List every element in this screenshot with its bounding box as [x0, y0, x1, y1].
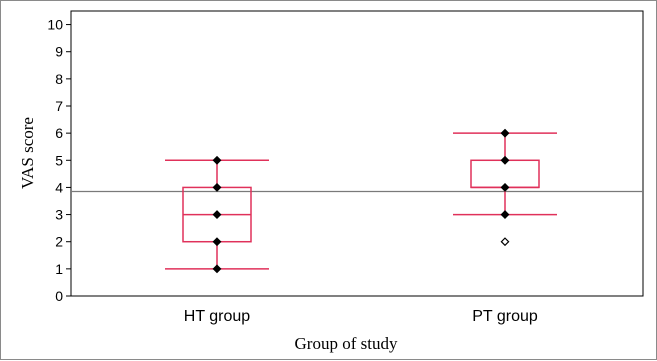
data-point-marker: [212, 155, 222, 165]
box-group: [453, 128, 557, 247]
y-tick-label: 4: [55, 179, 63, 195]
y-tick-label: 2: [55, 234, 63, 250]
data-point-marker: [500, 182, 510, 192]
data-point-marker: [500, 210, 510, 220]
y-tick-label: 7: [55, 98, 63, 114]
x-category-label: HT group: [184, 308, 251, 325]
data-point-marker: [500, 155, 510, 165]
box-group: [165, 155, 269, 274]
y-tick-label: 5: [55, 152, 63, 168]
data-point-marker: [500, 128, 510, 138]
y-tick-label: 8: [55, 71, 63, 87]
plot-area: [70, 10, 644, 297]
data-point-marker: [212, 210, 222, 220]
y-axis-ticks: 0 1 2 3 4 5 6 7 8 9 10: [47, 17, 71, 304]
y-tick-label: 3: [55, 207, 63, 223]
y-tick-label: 10: [47, 17, 63, 33]
y-tick-label: 1: [55, 261, 63, 277]
data-point-marker: [212, 237, 222, 247]
y-tick-label: 9: [55, 44, 63, 60]
data-point-marker: [212, 264, 222, 274]
x-axis-title: Group of study: [295, 334, 398, 353]
y-axis-title: VAS score: [18, 117, 37, 189]
y-tick-label: 6: [55, 125, 63, 141]
box-series: [165, 128, 557, 274]
x-axis-category-labels: HT group PT group: [184, 308, 538, 325]
outlier-marker: [500, 237, 510, 247]
x-category-label: PT group: [472, 308, 538, 325]
data-point-marker: [212, 182, 222, 192]
y-tick-label: 0: [55, 288, 63, 304]
